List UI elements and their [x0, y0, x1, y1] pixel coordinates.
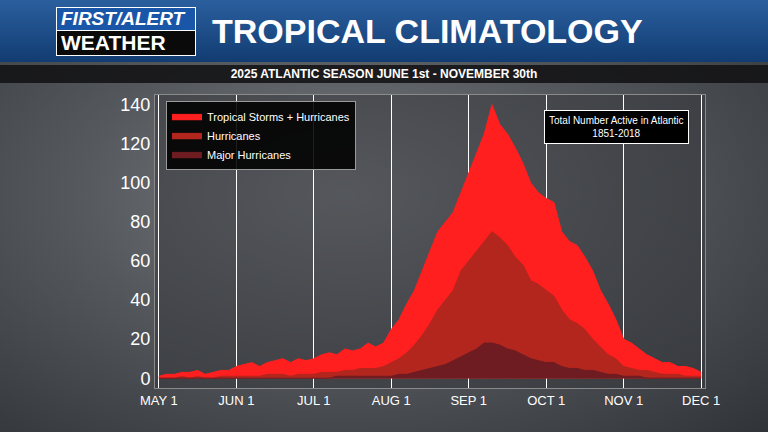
svg-text:Tropical Storms + Hurricanes: Tropical Storms + Hurricanes	[207, 111, 350, 123]
html-text:2025 ATLANTIC SEASON JUNE 1st: 2025 ATLANTIC SEASON JUNE 1st - NOVEMBER…	[230, 67, 538, 81]
html-text:TROPICAL CLIMATOLOGY: TROPICAL CLIMATOLOGY	[212, 12, 643, 50]
svg-text:JUN 1: JUN 1	[218, 393, 254, 408]
svg-text:40: 40	[130, 290, 150, 310]
svg-text:AUG 1: AUG 1	[372, 393, 411, 408]
html-text:WEATHER: WEATHER	[61, 31, 166, 54]
svg-text:20: 20	[130, 329, 150, 349]
svg-text:DEC 1: DEC 1	[682, 393, 720, 408]
svg-text:JUL 1: JUL 1	[297, 393, 330, 408]
svg-text:0: 0	[140, 369, 150, 389]
svg-text:Major Hurricanes: Major Hurricanes	[207, 149, 291, 161]
svg-text:MAY 1: MAY 1	[140, 393, 178, 408]
svg-text:140: 140	[120, 95, 150, 115]
svg-text:Hurricanes: Hurricanes	[207, 130, 261, 142]
svg-text:OCT 1: OCT 1	[527, 393, 565, 408]
svg-text:80: 80	[130, 212, 150, 232]
html-text:FIRST/ALERT: FIRST/ALERT	[61, 8, 185, 29]
svg-text:Total Number Active in Atlanti: Total Number Active in Atlantic1851-2018	[549, 115, 684, 139]
svg-text:120: 120	[120, 134, 150, 154]
svg-text:NOV 1: NOV 1	[604, 393, 643, 408]
svg-text:100: 100	[120, 173, 150, 193]
svg-text:SEP 1: SEP 1	[450, 393, 487, 408]
svg-text:60: 60	[130, 251, 150, 271]
